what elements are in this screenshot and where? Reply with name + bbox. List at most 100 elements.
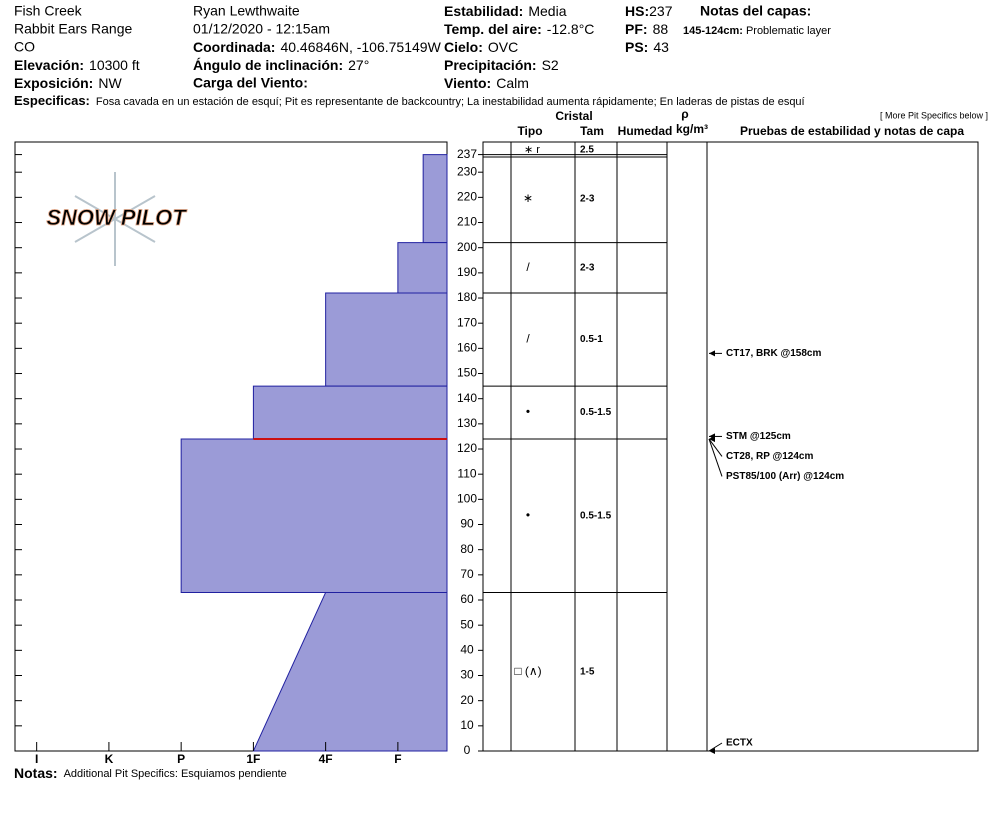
- y-tick-label: 50: [460, 617, 474, 631]
- y-tick-label: 120: [457, 441, 477, 455]
- y-tick-label: 150: [457, 366, 477, 380]
- label: Coordinada:: [193, 39, 275, 55]
- label: PF:: [625, 21, 648, 37]
- value: -12.8°C: [547, 21, 595, 37]
- pf: PF: 88: [625, 21, 668, 37]
- test-label: PST85/100 (Arr) @124cm: [726, 471, 844, 482]
- y-tick-label: 200: [457, 240, 477, 254]
- grain-type: /: [526, 332, 530, 346]
- y-tick-label: 100: [457, 492, 477, 506]
- notes-label: Notas: Additional Pit Specifics: Esquiamo…: [14, 765, 287, 781]
- label: PS:: [625, 39, 648, 55]
- label: Exposición:: [14, 75, 93, 91]
- value: 27°: [348, 57, 369, 73]
- grain-type: □ (∧): [514, 664, 541, 678]
- column-header: Tam: [580, 124, 604, 138]
- y-tick-label: 210: [457, 215, 477, 229]
- y-tick-label: 230: [457, 164, 477, 178]
- test-label: STM @125cm: [726, 431, 791, 442]
- stability: Estabilidad: Media: [444, 3, 567, 19]
- precip: Precipitación: S2: [444, 57, 559, 73]
- test-arrow: [708, 438, 723, 477]
- range: Rabbit Ears Range: [14, 21, 133, 37]
- y-tick-label: 170: [457, 315, 477, 329]
- header: Fish Creek Rabbit Ears Range CO Elevació…: [14, 3, 831, 109]
- logo-text: SNOW PILOT: [46, 205, 187, 230]
- snowflake: [74, 195, 156, 243]
- value: S2: [542, 57, 559, 73]
- label: Temp. del aire:: [444, 21, 542, 37]
- hardness-layer: [252, 591, 448, 752]
- grain-size: 0.5-1.5: [580, 407, 612, 418]
- observer: Ryan Lewthwaite: [193, 3, 300, 19]
- hs: HS:237: [625, 3, 673, 19]
- logo: [74, 172, 156, 266]
- y-tick-label: 80: [460, 542, 474, 556]
- aspect: Exposición: NW: [14, 75, 122, 91]
- slope: Ángulo de inclinación: 27°: [193, 57, 369, 73]
- y-tick-label: 90: [460, 517, 474, 531]
- x-tick-label: I: [35, 752, 38, 766]
- grain-type: •: [526, 405, 530, 419]
- datetime: 01/12/2020 - 12:15am: [193, 21, 330, 37]
- y-tick-label: 237: [457, 147, 477, 161]
- x-tick-label: P: [177, 752, 185, 766]
- test-label: ECTX: [726, 738, 753, 749]
- surface-size: 2.5: [580, 145, 594, 156]
- x-tick-label: 1F: [246, 752, 260, 766]
- column-header: Cristal: [555, 109, 592, 123]
- column-header: kg/m³: [676, 122, 708, 136]
- value: NW: [98, 75, 122, 91]
- specifics: Especificas: Fosa cavada en un estación d…: [14, 93, 805, 108]
- value: Media: [528, 3, 566, 19]
- air-temp: Temp. del aire: -12.8°C: [444, 21, 594, 37]
- label: Notas:: [14, 765, 58, 781]
- value: 10300 ft: [89, 57, 140, 73]
- wind: Viento: Calm: [444, 75, 529, 91]
- text: Additional Pit Specifics: Esquiamos pend…: [64, 768, 287, 780]
- label: Precipitación:: [444, 57, 537, 73]
- value: 43: [653, 39, 669, 55]
- test-label: CT17, BRK @158cm: [726, 348, 821, 359]
- grain-size: 2-3: [580, 262, 595, 273]
- test-arrowhead: [709, 748, 715, 754]
- coordinates: Coordinada: 40.46846N, -106.75149W: [193, 39, 442, 55]
- surface-grain: ∗ r: [524, 144, 540, 156]
- y-tick-label: 60: [460, 592, 474, 606]
- grain-type: ∗: [523, 191, 533, 205]
- test-arrow: [708, 742, 723, 752]
- more-specifics: [ More Pit Specifics below ]: [880, 110, 988, 120]
- column-header: Pruebas de estabilidad y notas de capa: [740, 124, 964, 138]
- y-tick-label: 140: [457, 391, 477, 405]
- grain-size: 0.5-1: [580, 334, 603, 345]
- grain-size: 1-5: [580, 666, 595, 677]
- label: Especificas:: [14, 93, 90, 108]
- hardness-layer: [180, 438, 448, 593]
- y-tick-label: 0: [464, 743, 471, 757]
- x-tick-label: K: [105, 752, 114, 766]
- hardness-layer: [252, 385, 448, 440]
- label: HS:: [625, 3, 649, 19]
- hardness-layer: [397, 242, 448, 294]
- label: Cielo:: [444, 39, 483, 55]
- table-frame: [482, 141, 979, 752]
- depth: 145-124cm:: [683, 25, 743, 37]
- text: Problematic layer: [746, 25, 831, 37]
- y-tick-label: 190: [457, 265, 477, 279]
- elevation: Elevación: 10300 ft: [14, 57, 140, 73]
- y-tick-label: 70: [460, 567, 474, 581]
- value: 40.46846N, -106.75149W: [280, 39, 441, 55]
- hardness-layer: [325, 292, 448, 387]
- test-label: CT28, RP @124cm: [726, 451, 813, 462]
- column-header: Humedad: [618, 124, 673, 138]
- wind-load: Carga del Viento:: [193, 75, 308, 91]
- y-tick-label: 130: [457, 416, 477, 430]
- value: OVC: [488, 39, 518, 55]
- label: Elevación:: [14, 57, 84, 73]
- ps: PS: 43: [625, 39, 669, 55]
- grain-size: 0.5-1.5: [580, 510, 612, 521]
- text: Fosa cavada en un estación de esquí; Pit…: [96, 96, 805, 108]
- y-tick-label: 40: [460, 643, 474, 657]
- grain-size: 2-3: [580, 193, 595, 204]
